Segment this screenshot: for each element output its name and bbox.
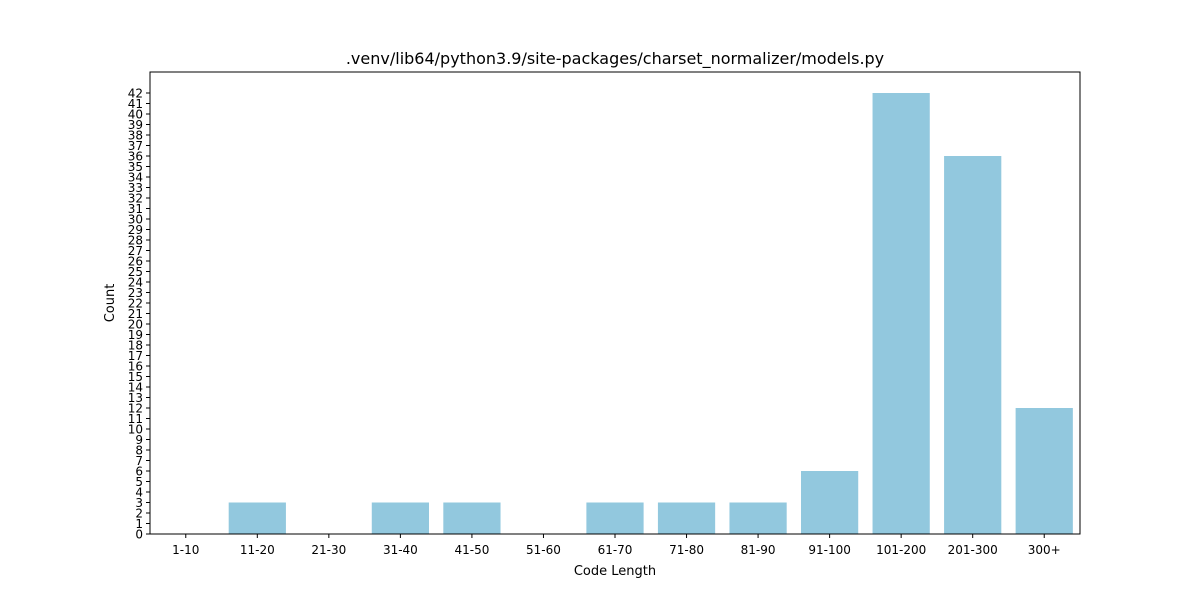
y-axis-ticks: 0123456789101112131415161718192021222324… — [128, 87, 150, 542]
plot-frame — [149, 71, 1081, 535]
x-tick-label: 31-40 — [383, 543, 418, 557]
x-tick-label: 71-80 — [669, 543, 704, 557]
y-tick-label: 13 — [128, 391, 143, 405]
bar-61-70 — [586, 502, 644, 534]
y-tick-label: 27 — [128, 244, 143, 258]
y-tick-label: 1 — [135, 517, 143, 531]
bars-group — [228, 93, 1073, 534]
x-tick-label: 101-200 — [876, 543, 926, 557]
y-tick-label: 7 — [135, 454, 143, 468]
bar-31-40 — [371, 502, 429, 534]
y-tick-label: 15 — [128, 370, 143, 384]
y-tick-label: 5 — [135, 475, 143, 489]
bar-71-80 — [657, 502, 716, 534]
y-tick-label: 36 — [128, 150, 143, 164]
x-tick-label: 300+ — [1028, 543, 1061, 557]
x-tick-label: 51-60 — [526, 543, 561, 557]
y-tick-label: 10 — [128, 423, 143, 437]
y-tick-label: 40 — [128, 108, 143, 122]
x-tick-label: 1-10 — [172, 543, 199, 557]
y-tick-label: 3 — [135, 496, 143, 510]
x-axis-ticks: 1-10 11-20 21-30 31-40 41-50 51-60 61-70 71-80 8… — [172, 534, 1061, 557]
y-tick-label: 21 — [128, 307, 143, 321]
y-tick-label: 33 — [128, 181, 143, 195]
y-tick-label: 28 — [128, 234, 143, 248]
y-tick-label: 12 — [128, 402, 143, 416]
y-tick-label: 32 — [128, 192, 143, 206]
x-axis-label: Code Length — [574, 564, 656, 579]
y-tick-label: 42 — [128, 87, 143, 101]
y-tick-label: 14 — [128, 381, 143, 395]
y-tick-label: 6 — [135, 465, 143, 479]
bar-41-50 — [443, 502, 501, 534]
y-tick-label: 38 — [128, 129, 143, 143]
x-tick-label: 41-50 — [454, 543, 489, 557]
y-tick-label: 8 — [135, 444, 143, 458]
bar-81-90 — [729, 502, 787, 534]
y-tick-label: 11 — [128, 412, 143, 426]
y-tick-label: 26 — [128, 255, 143, 269]
y-tick-label: 4 — [135, 486, 143, 500]
y-tick-label: 24 — [128, 276, 143, 290]
y-tick-label: 30 — [128, 213, 143, 227]
y-tick-label: 37 — [128, 139, 143, 153]
chart-title: .venv/lib64/python3.9/site-packages/char… — [346, 49, 884, 69]
bar-300+ — [1015, 408, 1073, 534]
y-tick-label: 25 — [128, 265, 143, 279]
x-tick-label: 11-20 — [240, 543, 275, 557]
y-axis-label: Count — [103, 284, 118, 323]
y-tick-label: 35 — [128, 160, 143, 174]
y-tick-label: 39 — [128, 118, 143, 132]
x-tick-label: 91-100 — [808, 543, 851, 557]
y-tick-label: 0 — [135, 528, 143, 542]
y-tick-label: 31 — [128, 202, 143, 216]
x-tick-label: 81-90 — [741, 543, 776, 557]
y-tick-label: 17 — [128, 349, 143, 363]
x-tick-label: 61-70 — [598, 543, 633, 557]
y-tick-label: 9 — [135, 433, 143, 447]
y-tick-label: 19 — [128, 328, 143, 342]
y-tick-label: 2 — [135, 507, 143, 521]
y-tick-label: 18 — [128, 339, 143, 353]
y-tick-label: 29 — [128, 223, 143, 237]
y-tick-label: 34 — [128, 171, 143, 185]
y-tick-label: 41 — [128, 97, 143, 111]
x-tick-label: 201-300 — [948, 543, 998, 557]
y-tick-label: 20 — [128, 318, 143, 332]
bar-101-200 — [872, 93, 930, 534]
y-tick-label: 23 — [128, 286, 143, 300]
bar-11-20 — [228, 502, 286, 534]
bar-201-300 — [944, 156, 1002, 534]
y-tick-label: 22 — [128, 297, 143, 311]
bar-91-100 — [801, 471, 859, 534]
y-tick-label: 16 — [128, 360, 143, 374]
x-tick-label: 21-30 — [311, 543, 346, 557]
